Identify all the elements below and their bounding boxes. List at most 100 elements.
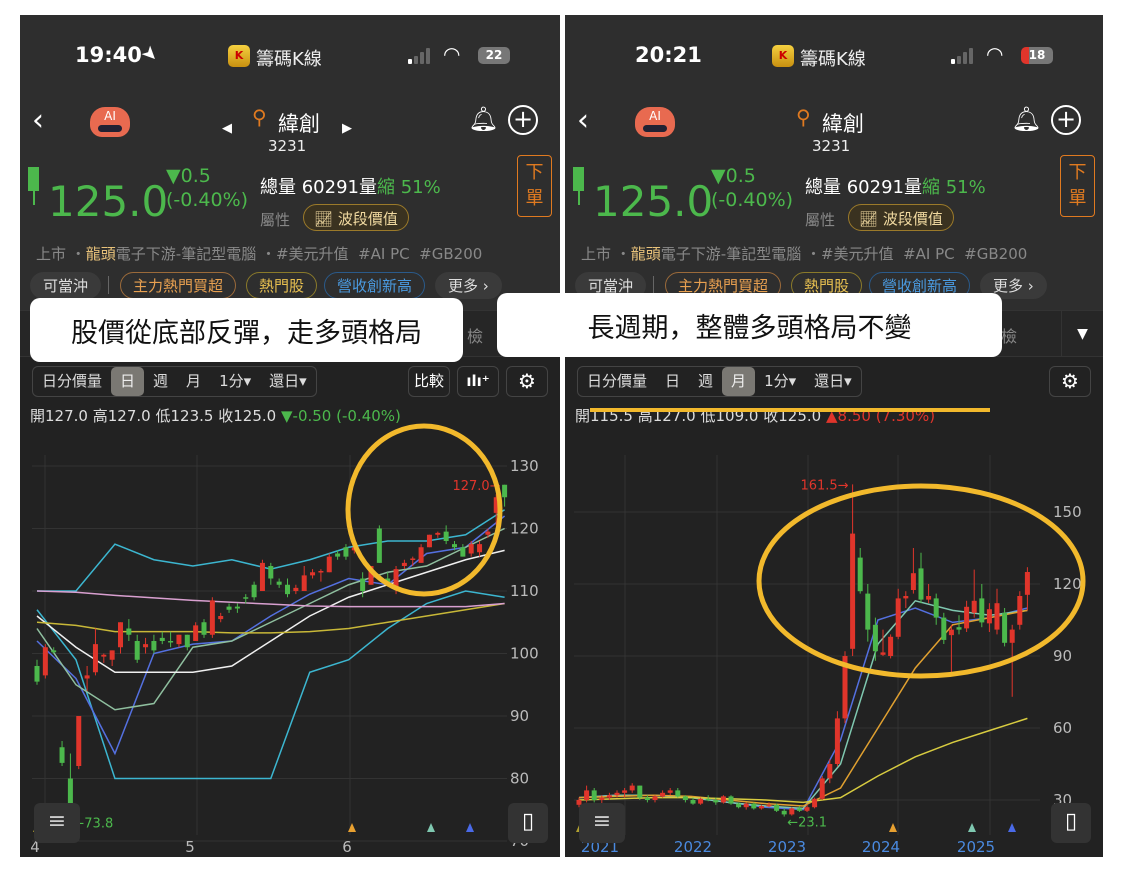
candle-body — [226, 606, 232, 610]
candle-body — [941, 617, 947, 640]
chart-resize-handle[interactable]: ≡ — [34, 803, 80, 843]
candle-body — [971, 600, 977, 613]
attr-label: 屬性 — [260, 211, 291, 229]
candle-body — [443, 531, 449, 541]
candle-body — [468, 544, 474, 554]
y-tick-label: 110 — [510, 582, 539, 600]
bell-icon[interactable]: 🔔︎ — [468, 105, 499, 133]
period-tab-1[interactable]: 日 — [111, 367, 145, 396]
search-icon[interactable]: ⚲ — [796, 105, 811, 129]
period-tab-0[interactable]: 日分價量 — [587, 372, 648, 390]
rotate-screen-icon[interactable]: ▯ — [508, 803, 548, 843]
leader-tag[interactable]: 龍頭 — [85, 245, 116, 263]
order-label: 下單 — [525, 162, 544, 209]
candle-body — [151, 641, 157, 651]
period-tab-5[interactable]: 還日▾ — [814, 372, 852, 390]
candle-body — [629, 785, 635, 791]
back-button[interactable]: ‹ — [32, 103, 44, 138]
candle-body — [644, 797, 650, 800]
candle-body — [34, 666, 40, 682]
low-marker: ←23.1 — [787, 816, 827, 831]
candle-body — [766, 804, 772, 807]
hashtags[interactable]: #美元升值 #AI PC #GB200 — [820, 245, 1028, 263]
volume-label: 總量 — [260, 177, 296, 198]
order-button[interactable]: 下單 — [517, 155, 552, 217]
industry-tag[interactable]: 電子下游-筆記型電腦 ・ — [115, 245, 276, 263]
compare-button[interactable]: 比較 — [408, 366, 450, 397]
candle-body — [743, 803, 749, 808]
candle-body — [452, 544, 457, 548]
signal-icon — [951, 48, 973, 64]
header — [565, 15, 1103, 310]
settings-gear-icon[interactable]: ⚙ — [506, 366, 548, 397]
wave-value-badge[interactable]: 📈︎ 波段價值 — [303, 204, 409, 231]
next-stock-button[interactable]: ▶ — [342, 121, 352, 136]
candle-body — [118, 622, 123, 648]
prev-stock-button[interactable]: ◀ — [222, 121, 232, 136]
candle-body — [101, 654, 107, 657]
candle-body — [393, 569, 399, 588]
candle-body — [92, 644, 98, 673]
price-change-pct: (-0.40%) — [711, 189, 794, 211]
period-tab-2[interactable]: 週 — [698, 372, 714, 390]
candle-body — [360, 578, 366, 591]
candle-body — [1017, 596, 1023, 625]
close-value: 125.0 — [233, 407, 277, 425]
trend-chart-icon: 📈︎ — [859, 210, 879, 228]
candle-body — [667, 790, 673, 793]
bell-icon[interactable]: 🔔︎ — [1011, 105, 1042, 133]
period-tab-5[interactable]: 還日▾ — [269, 372, 307, 390]
chip-0[interactable]: 可當沖 — [30, 272, 102, 299]
leader-tag[interactable]: 龍頭 — [630, 245, 661, 263]
settings-gear-icon[interactable]: ⚙ — [1049, 366, 1091, 397]
period-tab-3[interactable]: 月 — [186, 372, 202, 390]
ai-robot-button[interactable]: AI — [635, 107, 675, 137]
industry-tag[interactable]: 電子下游-筆記型電腦 ・ — [660, 245, 821, 263]
chart-resize-handle[interactable]: ≡ — [579, 803, 625, 843]
candle-body — [168, 641, 174, 643]
period-tab-0[interactable]: 日分價量 — [42, 372, 103, 390]
period-tab-4[interactable]: 1分▾ — [764, 372, 797, 390]
candle-body — [318, 571, 324, 573]
candle-body — [326, 556, 332, 573]
stock-code: 3231 — [812, 137, 851, 155]
tab-dropdown-button[interactable]: ▼ — [1061, 311, 1103, 357]
rotate-screen-icon[interactable]: ▯ — [1051, 803, 1091, 843]
candle-body — [410, 558, 416, 560]
add-watchlist-button[interactable]: + — [508, 105, 538, 135]
tab-fragment[interactable]: 檢 — [467, 327, 484, 346]
period-tab-1[interactable]: 日 — [665, 372, 681, 390]
wave-value-badge[interactable]: 📈︎ 波段價值 — [848, 204, 954, 231]
wave-value-label: 波段價值 — [337, 210, 398, 228]
add-indicator-button[interactable]: ılı⁺ — [457, 366, 499, 397]
trend-chart-icon: 📈︎ — [314, 210, 334, 228]
status-time: 19:40 — [75, 43, 142, 67]
search-icon[interactable]: ⚲ — [252, 105, 267, 129]
high-marker: 161.5→ — [800, 478, 848, 493]
back-button[interactable]: ‹ — [577, 103, 589, 138]
high-marker: 127.0→ — [452, 479, 500, 494]
period-tab-2[interactable]: 週 — [153, 372, 169, 390]
candle-body — [193, 625, 199, 641]
candle-body — [690, 800, 696, 804]
hashtags[interactable]: #美元升值 #AI PC #GB200 — [275, 245, 483, 263]
period-tab-4[interactable]: 1分▾ — [219, 372, 252, 390]
chip-4[interactable]: 更多 › — [435, 272, 502, 299]
candle-body — [268, 566, 274, 579]
stock-price: 125.0 — [593, 177, 714, 226]
candle-body — [682, 796, 688, 800]
ai-robot-button[interactable]: AI — [90, 107, 130, 137]
candle-body — [614, 792, 620, 796]
add-watchlist-button[interactable]: + — [1051, 105, 1081, 135]
order-button[interactable]: 下單 — [1060, 155, 1095, 217]
period-tab-3[interactable]: 月 — [722, 367, 756, 396]
open-label: 開 — [30, 407, 46, 425]
candle-body — [918, 568, 924, 600]
high-label: 高 — [92, 407, 108, 425]
candle-body — [184, 634, 190, 648]
candlestick-chart[interactable]: 130120110100908070456127.0→←73.8 — [20, 15, 560, 857]
event-marker-icon — [466, 823, 474, 832]
low-value: 123.5 — [170, 407, 214, 425]
candle-body — [705, 798, 711, 801]
